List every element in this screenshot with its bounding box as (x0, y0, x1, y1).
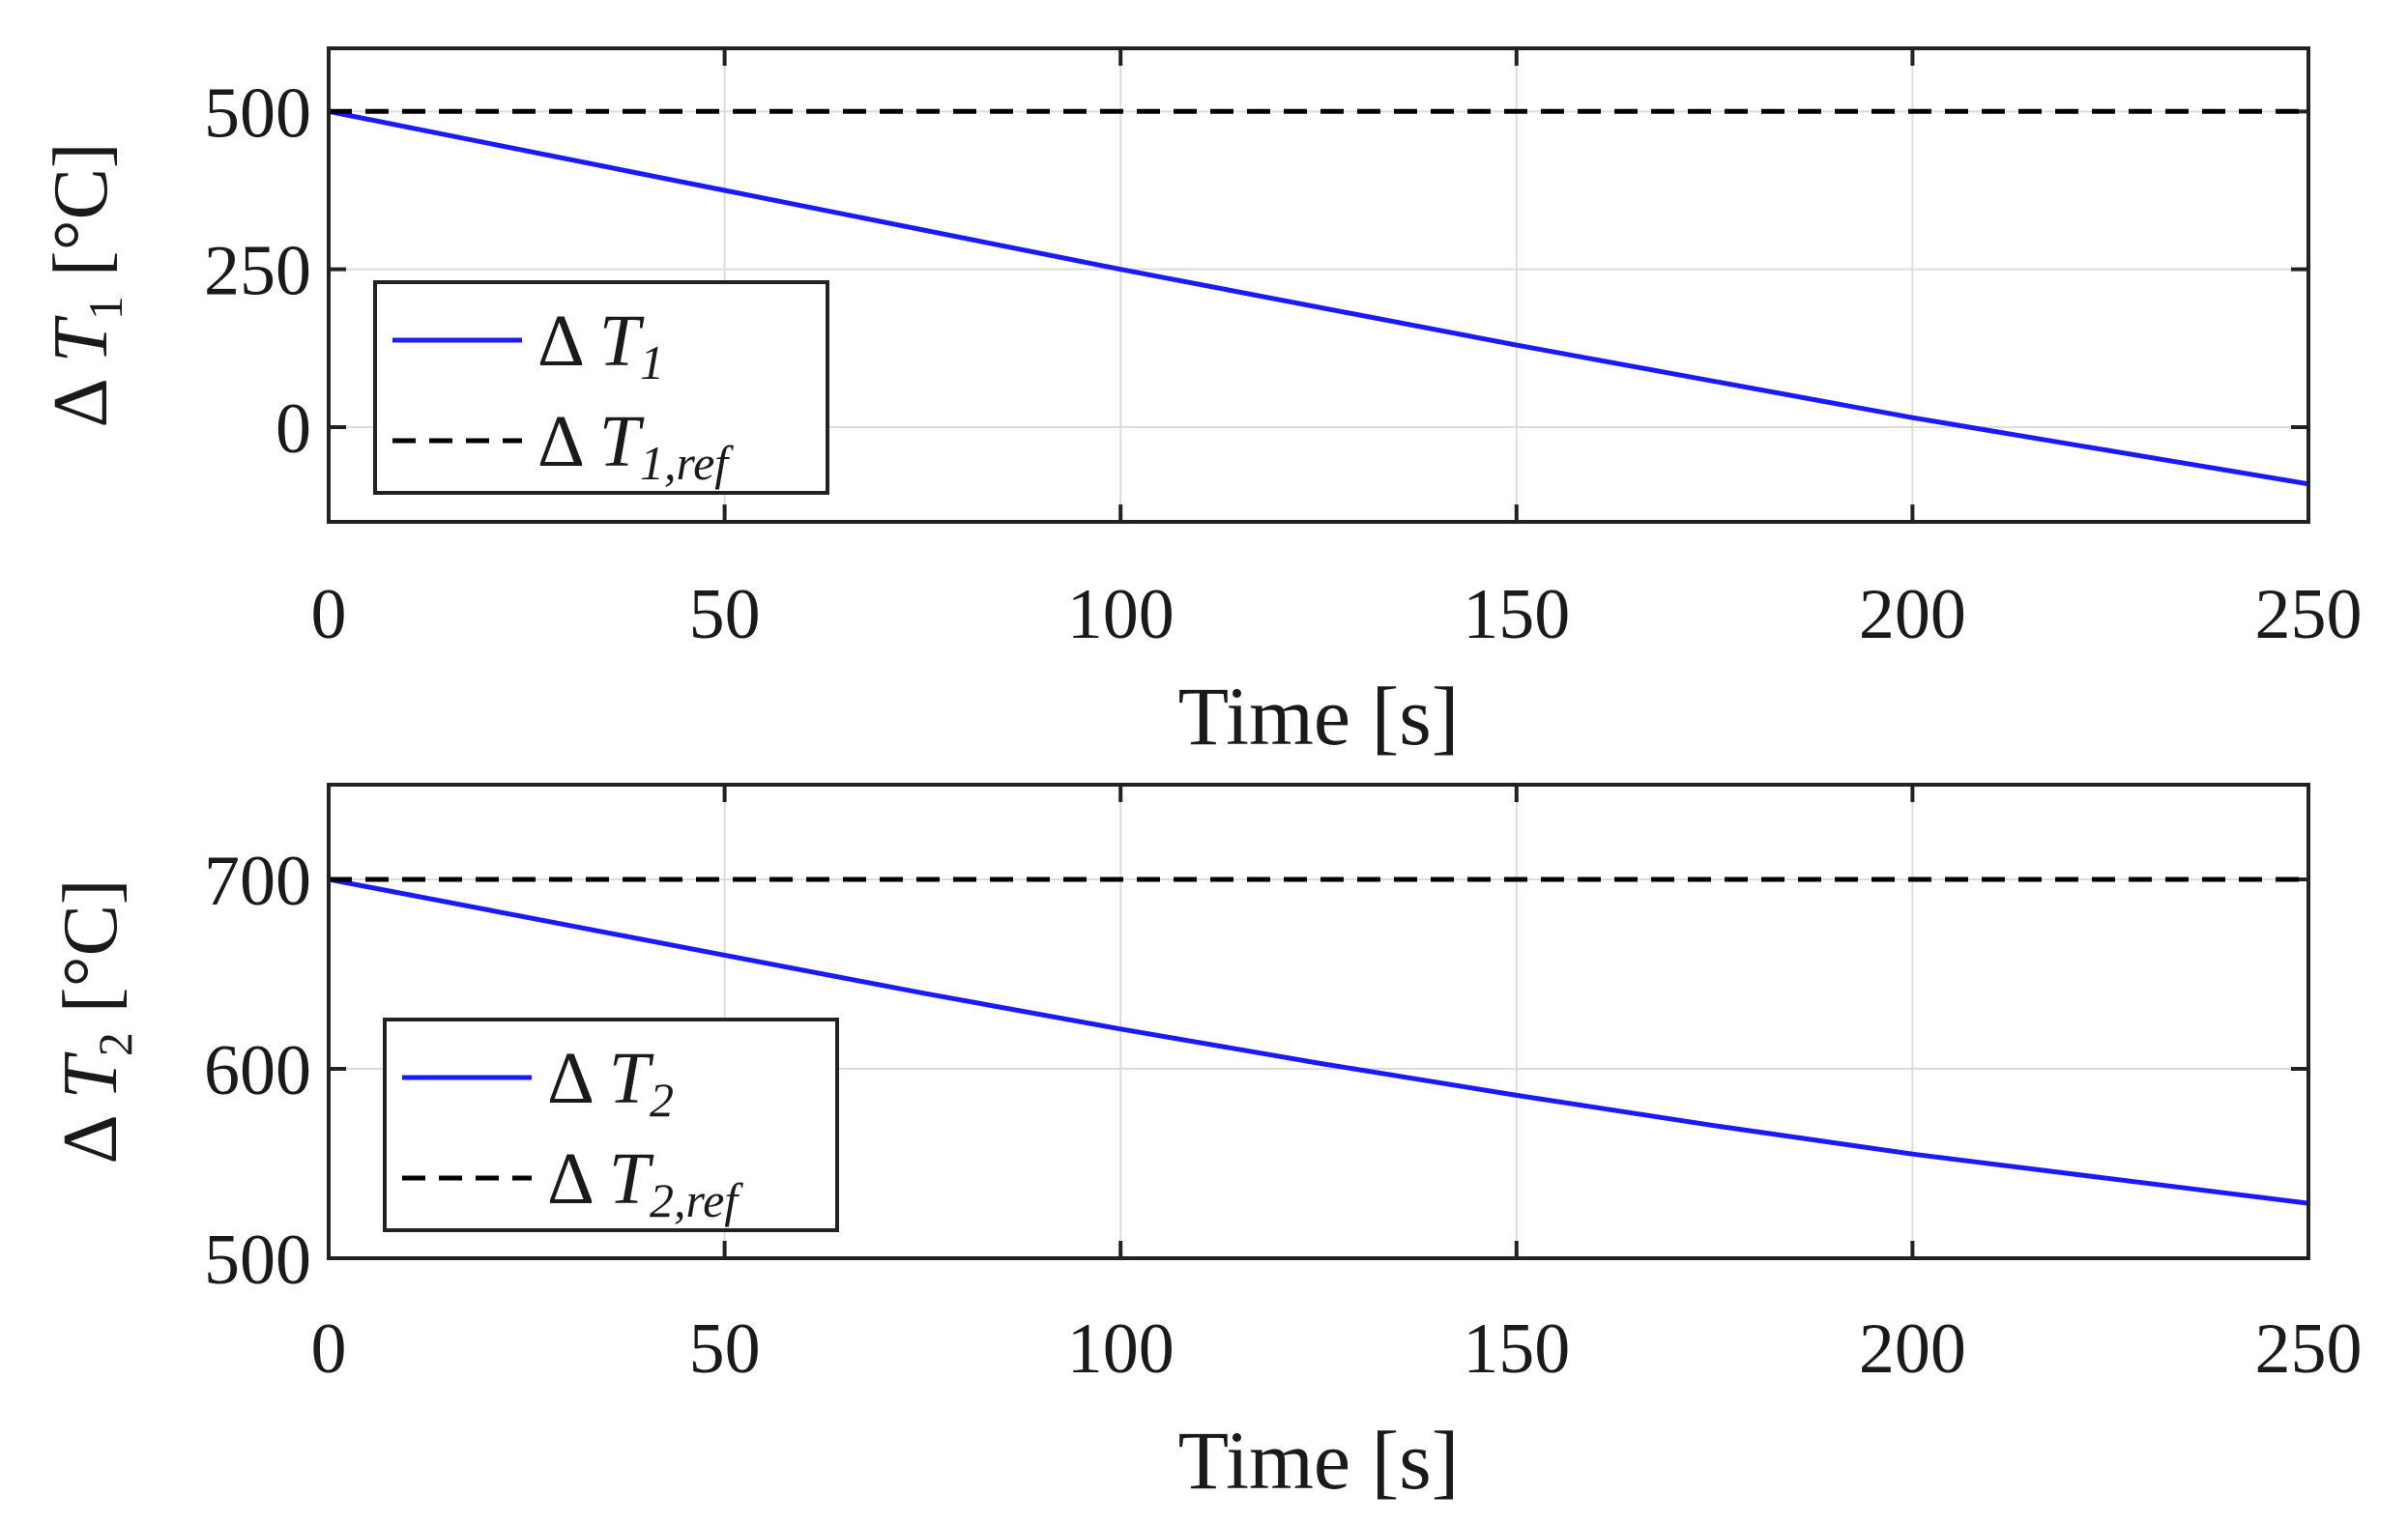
axes-frame (327, 783, 2310, 1260)
y-label-subscript: 2 (88, 1032, 142, 1056)
y-label-unit: [°C] (39, 142, 124, 296)
y-label-unit: [°C] (48, 878, 133, 1032)
legend-label-symbol: T (599, 401, 645, 482)
x-tick-label: 250 (2255, 1309, 2363, 1389)
legend-label: Δ T1,ref (537, 401, 734, 490)
legend-box (383, 1018, 839, 1232)
x-tick-label: 0 (311, 1309, 347, 1389)
axes-frame (327, 46, 2310, 524)
legend-label-prefix: Δ (537, 301, 599, 382)
legend-label: Δ T2 (547, 1038, 674, 1127)
x-tick-label: 150 (1463, 575, 1570, 654)
x-tick-label: 50 (689, 575, 761, 654)
y-axis-label: Δ T1 [°C] (39, 142, 132, 427)
y-label-prefix: Δ (48, 1100, 133, 1165)
series-line-measured (329, 108, 2308, 487)
series-line-measured (329, 877, 2308, 1206)
legend: Δ T2Δ T2,ref (383, 1018, 839, 1232)
x-tick-label: 250 (2255, 575, 2363, 654)
x-tick-label: 50 (689, 1309, 761, 1389)
y-label-symbol: T (39, 315, 124, 363)
x-tick-label: 0 (311, 575, 347, 654)
legend: Δ T1Δ T1,ref (373, 280, 829, 495)
legend-label: Δ T2,ref (547, 1138, 743, 1227)
y-tick-label: 500 (204, 1221, 311, 1300)
legend-label-subscript: 2 (650, 1073, 674, 1127)
x-tick-label: 100 (1067, 1309, 1175, 1389)
legend-label-symbol: T (609, 1138, 654, 1220)
y-axis-label: Δ T2 [°C] (48, 878, 142, 1164)
plot-area (329, 877, 2308, 1206)
legend-label-prefix: Δ (537, 401, 599, 482)
plot-area (329, 108, 2308, 487)
legend-label: Δ T1 (537, 301, 664, 389)
y-label-prefix: Δ (39, 363, 124, 428)
legend-label-subscript: 2,ref (650, 1173, 743, 1227)
y-tick-label: 700 (204, 842, 311, 921)
legend-label-prefix: Δ (547, 1138, 609, 1220)
y-tick-label: 600 (204, 1031, 311, 1110)
x-tick-label: 200 (1859, 1309, 1966, 1389)
x-tick-label: 150 (1463, 1309, 1570, 1389)
x-tick-label: 200 (1859, 575, 1966, 654)
legend-label-symbol: T (609, 1038, 654, 1119)
y-tick-label: 0 (276, 389, 311, 469)
legend-label-symbol: T (599, 301, 645, 382)
legend-label-prefix: Δ (547, 1038, 609, 1119)
y-tick-label: 250 (204, 232, 311, 311)
y-label-subscript: 1 (78, 296, 132, 320)
y-label-symbol: T (48, 1051, 133, 1100)
legend-label-subscript: 1,ref (640, 436, 734, 490)
legend-label-subscript: 1 (640, 335, 664, 389)
y-tick-label: 500 (204, 73, 311, 153)
x-tick-label: 100 (1067, 575, 1175, 654)
x-axis-label: Time [s] (1178, 1414, 1460, 1507)
legend-box (373, 280, 829, 495)
x-axis-label: Time [s] (1178, 670, 1460, 762)
